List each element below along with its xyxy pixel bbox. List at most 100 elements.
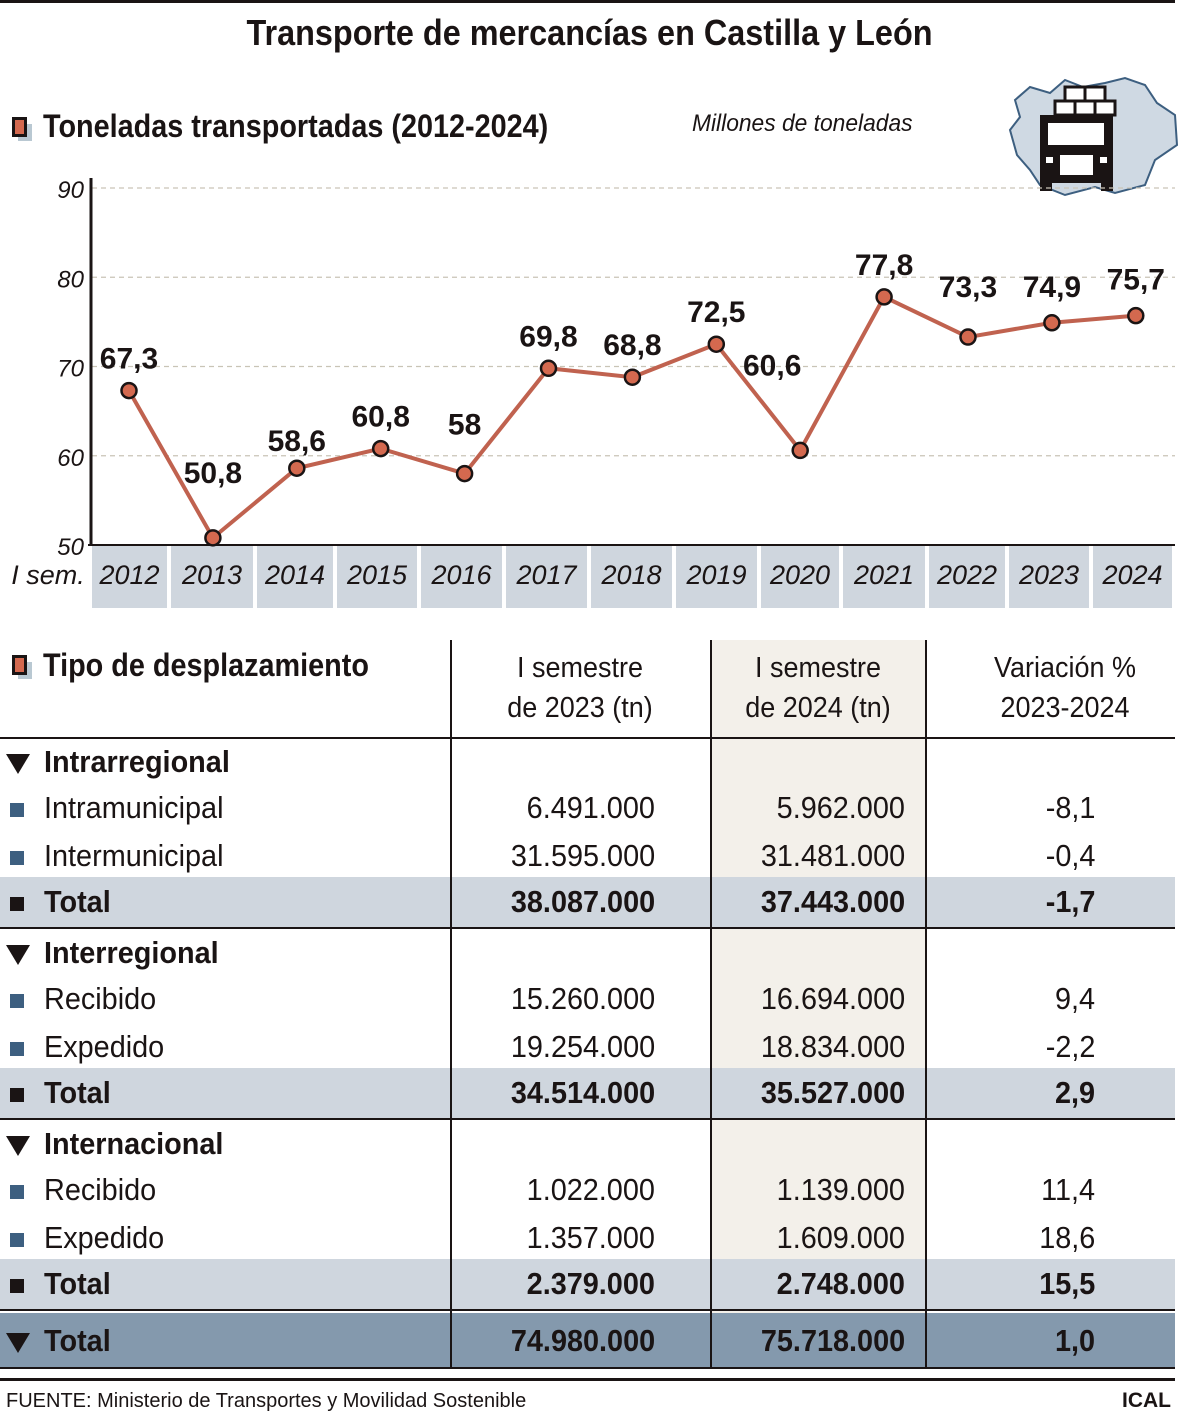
data-point — [288, 459, 306, 477]
data-point — [539, 359, 558, 378]
divider — [0, 1309, 1175, 1311]
chart-unit: Millones de toneladas — [692, 110, 913, 137]
year-cell — [1093, 546, 1172, 608]
divider — [0, 1378, 1175, 1381]
value-2023: 6.491.000 — [526, 790, 655, 825]
square-bullet-icon — [10, 1042, 24, 1056]
year-cell — [591, 546, 672, 608]
data-label: 58 — [448, 409, 481, 442]
variation: 11,4 — [1041, 1172, 1095, 1207]
col-header-line: de 2023 (tn) — [507, 692, 653, 724]
row-label: Expedido — [44, 1220, 165, 1255]
value-2024: 5.962.000 — [776, 790, 905, 825]
data-point — [1127, 306, 1145, 325]
data-point — [707, 335, 726, 353]
column-divider — [925, 640, 927, 1369]
year-cell — [92, 546, 167, 608]
x-tick-label: 2024 — [1101, 560, 1162, 590]
value-2024: 16.694.000 — [760, 981, 905, 1016]
divider — [0, 1118, 1175, 1120]
data-label: 77,8 — [855, 249, 913, 282]
data-label: 74,9 — [1023, 271, 1081, 304]
value-2024: 31.481.000 — [760, 838, 905, 873]
divider — [0, 927, 1175, 929]
value-2023: 15.260.000 — [510, 981, 655, 1016]
value-2023: 1.357.000 — [526, 1220, 655, 1255]
data-label: 68,8 — [603, 329, 661, 362]
y-tick-label: 60 — [57, 445, 84, 472]
col-header-2023: I semestre de 2023 (tn) — [461, 648, 699, 728]
data-label: 75,7 — [1107, 264, 1165, 297]
x-tick-label: 2013 — [181, 560, 242, 590]
data-point — [371, 439, 390, 458]
group-name: Intrarregional — [44, 744, 230, 779]
group-heading-row: Intrarregional — [0, 740, 1175, 784]
variation: 15,5 — [1038, 1266, 1095, 1301]
value-2023: 38.087.000 — [510, 884, 655, 919]
data-label: 60,6 — [743, 349, 801, 382]
table-row: Total 34.514.000 35.527.000 2,9 — [0, 1068, 1175, 1118]
value-2023: 19.254.000 — [510, 1029, 655, 1064]
y-tick-label: 80 — [57, 266, 84, 293]
value-2023: 2.379.000 — [526, 1266, 655, 1301]
data-label: 69,8 — [519, 320, 577, 353]
x-tick-label: 2022 — [936, 560, 997, 590]
chart-heading: Toneladas transportadas (2012-2024) — [43, 108, 549, 144]
page-title: Transporte de mercancías en Castilla y L… — [246, 12, 933, 53]
col-header-2024: I semestre de 2024 (tn) — [719, 648, 916, 728]
table-row: Total 38.087.000 37.443.000 -1,7 — [0, 877, 1175, 927]
col-header-line: I semestre — [755, 652, 881, 684]
square-bullet-icon — [10, 803, 24, 817]
x-tick-label: 2021 — [853, 560, 914, 590]
section-marker-icon — [12, 117, 32, 141]
triangle-down-icon — [6, 1332, 30, 1353]
row-label: Intramunicipal — [44, 790, 224, 825]
data-label: 60,8 — [352, 401, 410, 434]
col-header-line: 2023-2024 — [1000, 692, 1130, 724]
year-cell — [171, 546, 253, 608]
table-row: Total 2.379.000 2.748.000 15,5 — [0, 1259, 1175, 1309]
x-tick-label: 2015 — [346, 560, 408, 590]
data-label: 58,6 — [268, 425, 326, 458]
table-row: Expedido 19.254.000 18.834.000 -2,2 — [0, 1023, 1175, 1071]
year-cell — [676, 546, 757, 608]
table-heading: Tipo de desplazamiento — [43, 647, 369, 683]
value-2023: 34.514.000 — [510, 1075, 655, 1110]
value-2024: 18.834.000 — [760, 1029, 905, 1064]
highlight-column-2024 — [710, 640, 925, 1368]
variation: -1,7 — [1045, 884, 1095, 919]
table-row: Intermunicipal 31.595.000 31.481.000 -0,4 — [0, 832, 1175, 880]
year-cell — [421, 546, 502, 608]
value-2024: 2.748.000 — [776, 1266, 905, 1301]
row-label: Total — [44, 1075, 111, 1110]
square-bullet-icon — [10, 1279, 24, 1293]
table-row: Intramunicipal 6.491.000 5.962.000 -8,1 — [0, 784, 1175, 832]
variation: -8,1 — [1045, 790, 1095, 825]
row-label: Total — [44, 884, 111, 919]
data-label: 73,3 — [939, 271, 997, 304]
row-label: Expedido — [44, 1029, 165, 1064]
value-2024: 1.139.000 — [776, 1172, 905, 1207]
y-tick-label: 70 — [57, 356, 84, 383]
col-header-line: I semestre — [517, 652, 643, 684]
x-tick-label: 2023 — [1018, 560, 1079, 590]
square-bullet-icon — [10, 851, 24, 865]
year-cell — [1009, 546, 1089, 608]
value-2024: 75.718.000 — [760, 1323, 905, 1358]
square-bullet-icon — [10, 1185, 24, 1199]
row-label: Total — [44, 1323, 111, 1358]
col-header-line: de 2024 (tn) — [745, 692, 891, 724]
data-point — [120, 381, 138, 400]
row-label: Total — [44, 1266, 111, 1301]
year-cell — [506, 546, 587, 608]
data-point — [791, 441, 809, 460]
square-bullet-icon — [10, 1088, 24, 1102]
value-2024: 35.527.000 — [760, 1075, 905, 1110]
data-point — [875, 288, 893, 306]
square-bullet-icon — [10, 994, 24, 1008]
table-row: Total 74.980.000 75.718.000 1,0 — [0, 1313, 1175, 1368]
data-point — [623, 368, 642, 386]
data-label: 67,3 — [100, 343, 158, 376]
data-label: 72,5 — [687, 296, 745, 329]
variation: 2,9 — [1054, 1075, 1095, 1110]
